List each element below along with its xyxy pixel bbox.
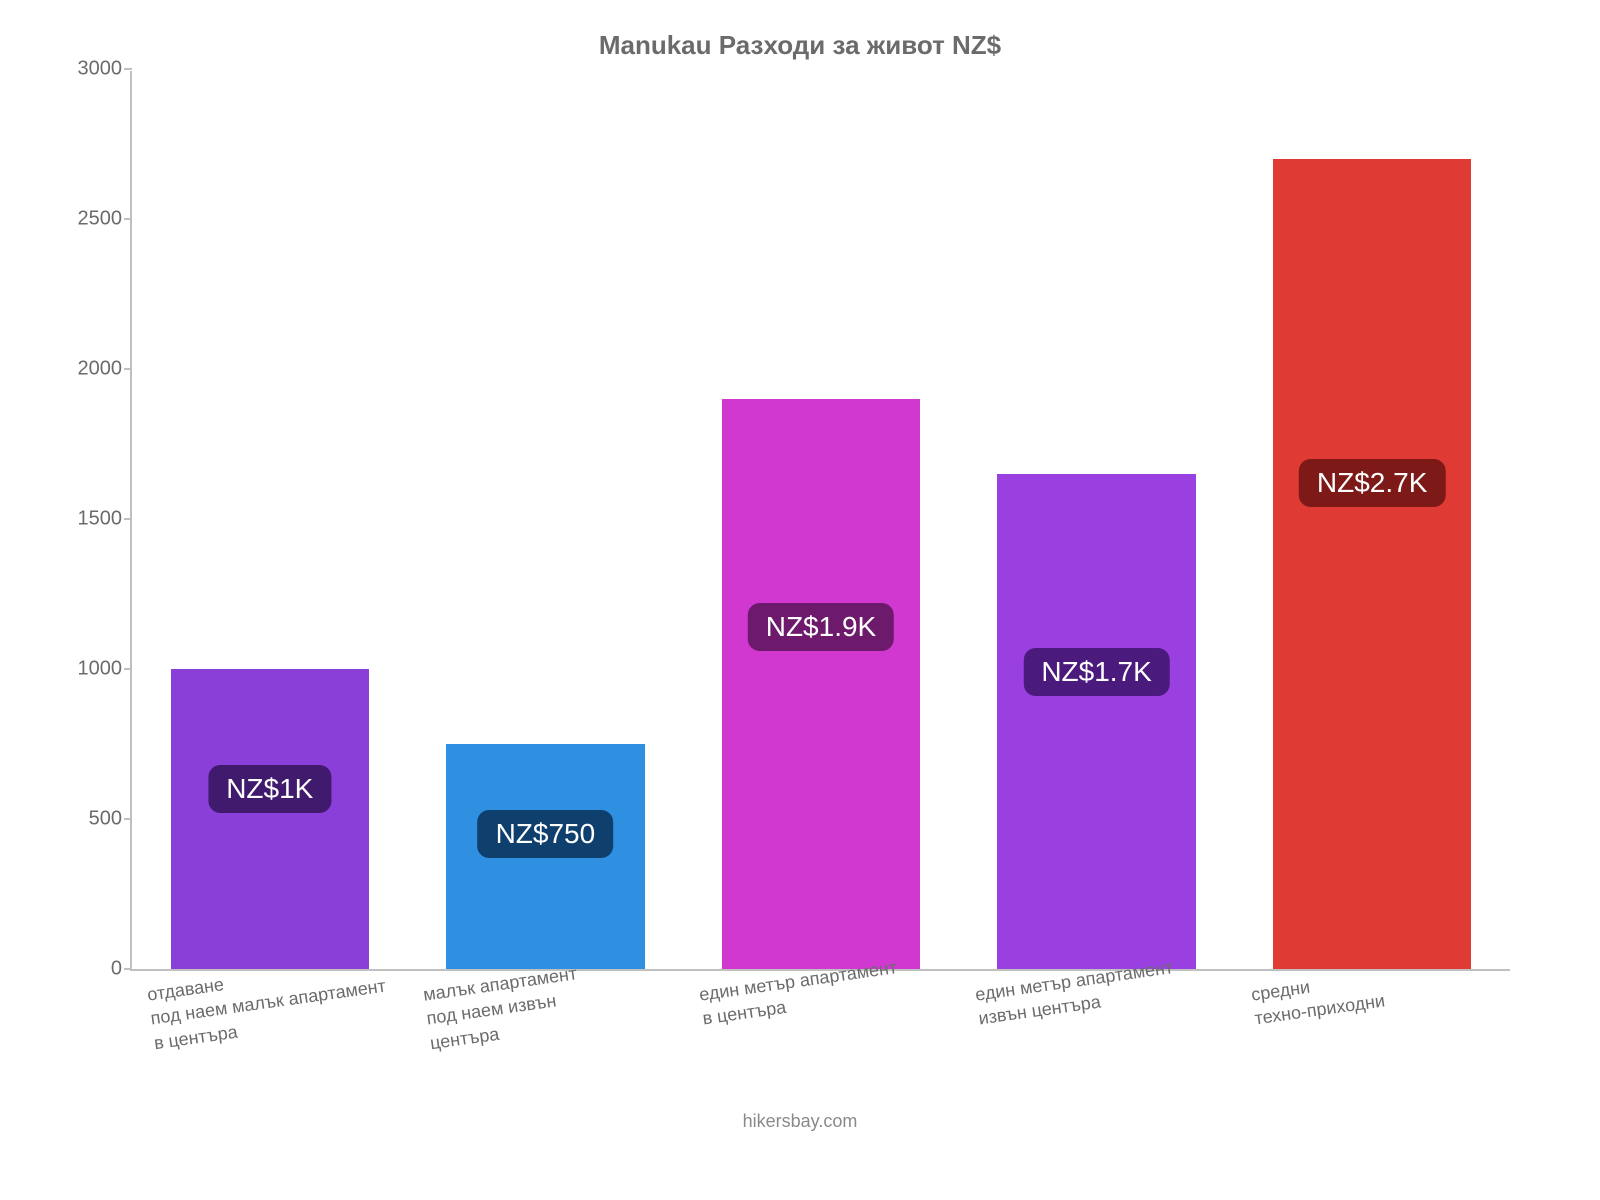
bar: NZ$2.7K [1273, 159, 1471, 969]
y-tick-label: 3000 [62, 58, 122, 81]
x-axis-labels: отдаванепод наем малък апартаментв центъ… [130, 971, 1510, 1111]
y-tick-label: 1000 [62, 658, 122, 681]
bar-slot: NZ$1.9K [697, 71, 945, 969]
bar-value-label: NZ$1.7K [1023, 648, 1170, 696]
bar-slot: NZ$2.7K [1248, 71, 1496, 969]
y-tick-mark [124, 518, 132, 520]
bar-value-label: NZ$2.7K [1299, 459, 1446, 507]
y-tick-mark [124, 218, 132, 220]
bar-value-label: NZ$750 [478, 810, 614, 858]
y-tick-label: 1500 [62, 508, 122, 531]
plot-area: NZ$1KNZ$750NZ$1.9KNZ$1.7KNZ$2.7K 0500100… [130, 71, 1510, 971]
chart-title: Manukau Разходи за живот NZ$ [50, 30, 1550, 61]
y-tick-label: 2500 [62, 208, 122, 231]
chart-container: Manukau Разходи за живот NZ$ NZ$1K NZ$750… [50, 30, 1550, 1130]
chart-footer: hikersbay.com [50, 1111, 1550, 1132]
bar-value-label: NZ$1K [208, 765, 331, 813]
y-tick-mark [124, 968, 132, 970]
bar: NZ$1.7K [997, 474, 1195, 969]
bar-slot: NZ$1.7K [973, 71, 1221, 969]
bar-slot: NZ$1K [146, 71, 394, 969]
y-tick-mark [124, 818, 132, 820]
bar-value-label: NZ$1.9K [748, 603, 895, 651]
y-tick-mark [124, 668, 132, 670]
bar: NZ$1K [171, 669, 369, 969]
bar: NZ$750 [446, 744, 644, 969]
bar-slot: NZ$750 [421, 71, 669, 969]
y-tick-label: 500 [62, 808, 122, 831]
y-tick-label: 2000 [62, 358, 122, 381]
bar: NZ$1.9K [722, 399, 920, 969]
y-tick-mark [124, 68, 132, 70]
y-tick-mark [124, 368, 132, 370]
bars-group: NZ$1K NZ$750 NZ$1.9K NZ$1.7K NZ$2.7K [132, 71, 1510, 969]
y-tick-label: 0 [62, 958, 122, 981]
